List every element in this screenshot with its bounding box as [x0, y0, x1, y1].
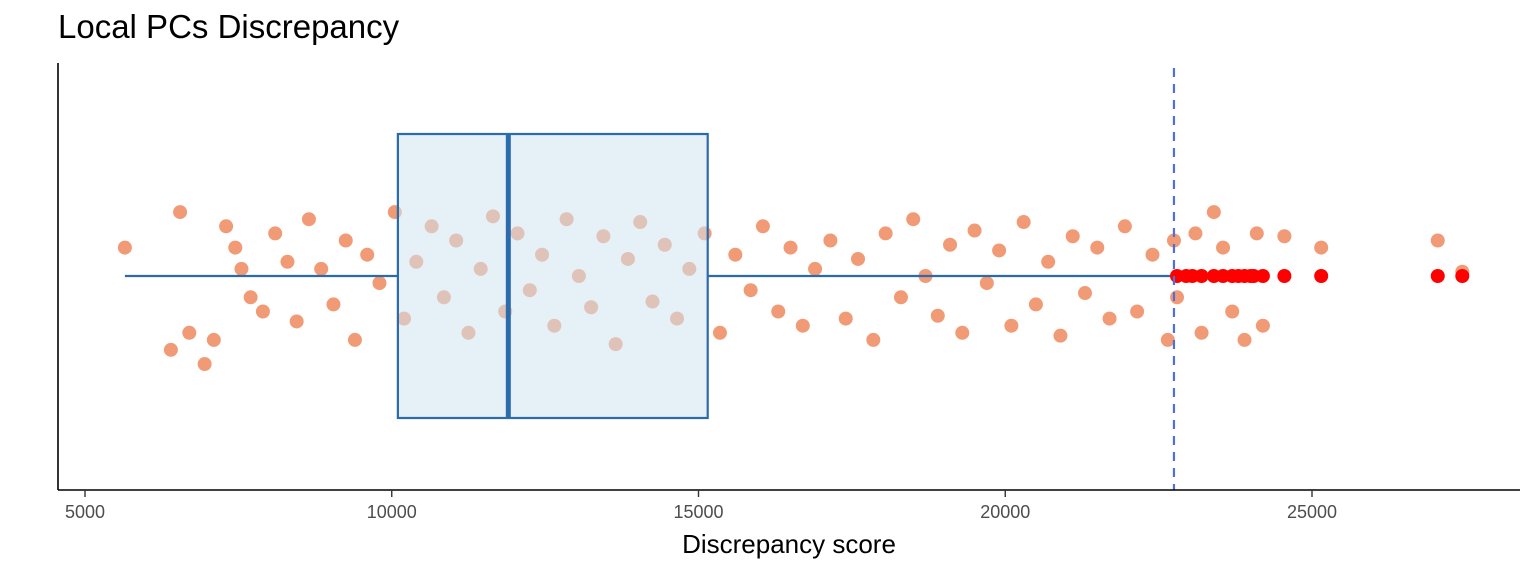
x-tick-label: 10000	[367, 502, 417, 522]
data-point	[1194, 325, 1209, 340]
data-point	[1255, 318, 1270, 333]
data-point	[967, 223, 982, 238]
data-point	[338, 233, 353, 248]
data-point	[955, 325, 970, 340]
data-point	[851, 251, 866, 266]
data-point	[1216, 240, 1231, 255]
data-point	[755, 219, 770, 234]
x-tick-label: 20000	[980, 502, 1030, 522]
data-point	[163, 342, 178, 357]
data-point	[743, 283, 758, 298]
data-point	[1102, 311, 1117, 326]
data-point	[173, 205, 188, 220]
data-point	[943, 237, 958, 252]
data-point	[1249, 226, 1264, 241]
data-point	[1117, 219, 1132, 234]
data-point	[1206, 205, 1221, 220]
data-point	[1016, 215, 1031, 230]
data-point	[771, 304, 786, 319]
outliers-layer	[1170, 269, 1470, 283]
outlier-point	[1255, 269, 1270, 283]
data-point	[1170, 290, 1185, 305]
data-point	[1004, 318, 1019, 333]
x-tick-label: 25000	[1287, 502, 1337, 522]
data-point	[1225, 304, 1240, 319]
data-point	[906, 212, 921, 227]
data-point	[314, 261, 329, 276]
outlier-point	[1277, 269, 1292, 283]
data-point	[206, 332, 221, 347]
data-point	[117, 240, 132, 255]
data-point	[301, 212, 316, 227]
outlier-point	[1430, 269, 1445, 283]
data-point	[1430, 233, 1445, 248]
outlier-point	[1314, 269, 1329, 283]
data-point	[197, 357, 212, 372]
points-layer	[117, 205, 1470, 372]
x-tick-label: 15000	[673, 502, 723, 522]
data-point	[1188, 226, 1203, 241]
data-point	[372, 276, 387, 291]
data-point	[228, 240, 243, 255]
data-point	[838, 311, 853, 326]
data-point	[182, 325, 197, 340]
chart-title: Local PCs Discrepancy	[58, 8, 400, 45]
data-point	[795, 318, 810, 333]
data-point	[728, 247, 743, 262]
data-point	[1053, 328, 1068, 343]
data-point	[866, 332, 881, 347]
data-point	[326, 297, 341, 312]
data-point	[712, 325, 727, 340]
outlier-point	[1194, 269, 1209, 283]
box-iqr	[396, 132, 709, 420]
x-axis-ticks: 5000 10000 15000 20000 25000	[65, 490, 1337, 522]
data-point	[992, 243, 1007, 258]
data-point	[1314, 240, 1329, 255]
x-tick-label: 5000	[65, 502, 105, 522]
data-point	[219, 219, 234, 234]
data-point	[255, 304, 270, 319]
data-point	[1078, 286, 1093, 301]
data-point	[1041, 254, 1056, 269]
data-point	[1065, 229, 1080, 244]
data-point	[347, 332, 362, 347]
data-point	[783, 240, 798, 255]
outlier-point	[1455, 269, 1470, 283]
data-point	[1028, 297, 1043, 312]
data-point	[1160, 332, 1175, 347]
data-point	[893, 290, 908, 305]
data-point	[1130, 304, 1145, 319]
data-point	[1145, 247, 1160, 262]
data-point	[234, 261, 249, 276]
data-point	[280, 254, 295, 269]
data-point	[823, 233, 838, 248]
data-point	[268, 226, 283, 241]
data-point	[878, 226, 893, 241]
data-point	[979, 276, 994, 291]
data-point	[1090, 240, 1105, 255]
data-point	[289, 314, 304, 329]
boxplot	[124, 132, 1174, 420]
data-point	[1277, 229, 1292, 244]
data-point	[1166, 233, 1181, 248]
x-axis-title: Discrepancy score	[682, 529, 896, 559]
data-point	[930, 308, 945, 323]
data-point	[360, 247, 375, 262]
data-point	[243, 290, 258, 305]
data-point	[1237, 332, 1252, 347]
data-point	[808, 261, 823, 276]
